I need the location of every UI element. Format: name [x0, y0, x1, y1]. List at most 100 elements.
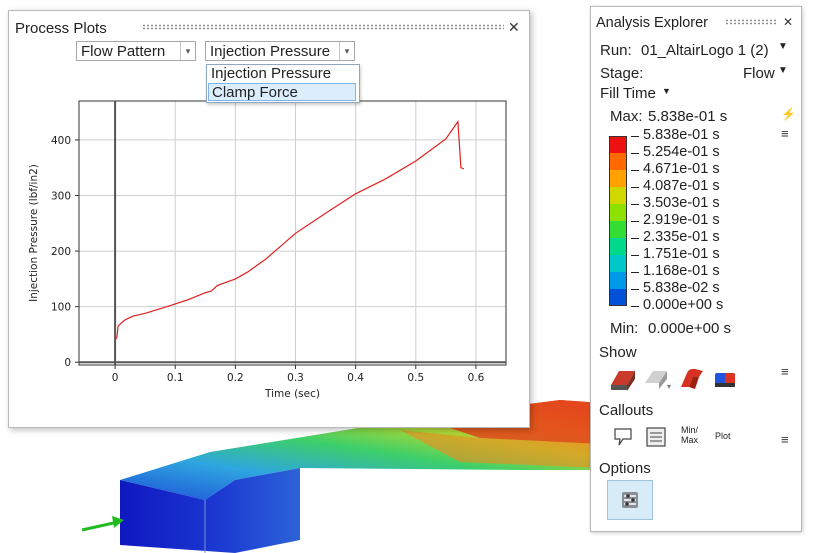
legend-color-swatch [609, 272, 627, 289]
callout-icons [614, 427, 666, 447]
show-mold-icon[interactable]: ▾ [645, 371, 671, 391]
close-icon[interactable]: ✕ [783, 15, 794, 29]
chevron-down-icon[interactable]: ▼ [778, 65, 788, 76]
dropdown-option-clamp-force[interactable]: Clamp Force [208, 83, 356, 101]
legend-color-swatch [609, 289, 627, 306]
plot-type-dropdown-list: Injection Pressure Clamp Force [206, 64, 360, 103]
legend-color-swatch [609, 170, 627, 187]
legend-label: 1.751e-01 s [643, 246, 720, 262]
legend-label: 4.671e-01 s [643, 161, 720, 177]
legend-tick [631, 153, 639, 154]
legend-label: 2.335e-01 s [643, 229, 720, 245]
show-fill-icon[interactable] [681, 368, 703, 389]
analysis-explorer-title: Analysis Explorer [596, 15, 709, 31]
drag-grip-icon[interactable] [725, 19, 777, 25]
legend-tick [631, 306, 639, 307]
legend-label: 0.000e+00 s [643, 297, 724, 313]
chevron-down-icon[interactable]: ▼ [778, 41, 788, 52]
x-tick-label: 0.3 [287, 372, 304, 384]
flow-pattern-select-value: Flow Pattern [81, 43, 166, 60]
legend-label: 5.838e-02 s [643, 280, 720, 296]
max-value: 5.838e-01 s [648, 108, 728, 125]
legend-tick [631, 187, 639, 188]
dropdown-option-injection-pressure[interactable]: Injection Pressure [211, 65, 332, 82]
callout-plot-button[interactable]: Plot [715, 431, 731, 441]
legend-label: 2.919e-01 s [643, 212, 720, 228]
show-icons-row: ▾ [611, 368, 735, 391]
callout-bubble-icon[interactable] [614, 428, 632, 446]
x-tick-label: 0.5 [407, 372, 424, 384]
plot-type-select[interactable]: Injection Pressure ▾ [205, 41, 355, 61]
y-tick-label: 400 [51, 135, 71, 147]
legend-tick [631, 136, 639, 137]
legend-color-swatch [609, 136, 627, 153]
legend-label: 3.503e-01 s [643, 195, 720, 211]
options-section-label: Options [599, 460, 651, 477]
legend-tick [631, 204, 639, 205]
legend-color-swatch [609, 204, 627, 221]
show-section-label: Show [599, 344, 637, 361]
stage-value[interactable]: Flow [743, 65, 775, 82]
x-tick-label: 0.2 [227, 372, 244, 384]
legend-color-swatch [609, 187, 627, 204]
plot-frame [78, 100, 507, 366]
y-tick-label: 100 [51, 302, 71, 314]
stage-label: Stage: [600, 65, 644, 82]
plot-type-select-value: Injection Pressure [210, 43, 331, 60]
y-tick-label: 200 [51, 246, 71, 258]
min-label: Min: [610, 320, 639, 337]
legend-tick [631, 289, 639, 290]
flow-pattern-select[interactable]: Flow Pattern ▾ [76, 41, 196, 61]
chevron-down-icon[interactable]: ▾ [180, 42, 195, 60]
inlet-arrowhead-icon [112, 516, 124, 528]
legend-tick [631, 221, 639, 222]
part-orange-band [400, 430, 620, 468]
legend-label: 5.838e-01 s [643, 127, 720, 143]
drag-grip-icon[interactable] [142, 24, 504, 30]
x-tick-label: 0.4 [347, 372, 364, 384]
process-plots-panel: Process Plots ✕ Flow Pattern ▾ Injection… [8, 10, 530, 428]
legend-tick [631, 272, 639, 273]
result-type-selector[interactable]: Fill Time [600, 85, 656, 102]
x-tick-label: 0.1 [167, 372, 184, 384]
callout-min-max-button[interactable]: Min/ Max [681, 425, 699, 445]
legend-tick [631, 170, 639, 171]
run-label: Run: [600, 42, 632, 59]
legend-color-swatch [609, 238, 627, 255]
options-settings-icon [622, 492, 638, 508]
show-part-icon[interactable] [611, 371, 635, 391]
legend-color-swatch [609, 153, 627, 170]
show-menu-icon[interactable]: ≡ [781, 364, 789, 379]
legend-menu-icon[interactable]: ≡ [781, 126, 789, 141]
y-axis-label: Injection Pressure (lbf/in2) [28, 164, 40, 302]
x-tick-label: 0 [112, 372, 119, 384]
chevron-down-icon[interactable]: ▼ [662, 86, 671, 96]
legend-color-swatch [609, 255, 627, 272]
injection-pressure-chart: 0 0.1 0.2 0.3 0.4 0.5 0.6 0 100 200 300 400 Time (s… [28, 100, 507, 400]
legend-tick [631, 255, 639, 256]
legend-tick [631, 238, 639, 239]
process-plots-title: Process Plots [15, 20, 107, 37]
legend-color-swatch [609, 221, 627, 238]
legend-bar-border [609, 136, 627, 306]
options-button[interactable] [607, 480, 653, 520]
x-axis-label: Time (sec) [264, 388, 320, 400]
lightning-icon[interactable]: ⚡ [781, 107, 796, 121]
x-tick-label: 0.6 [468, 372, 485, 384]
callouts-section-label: Callouts [599, 402, 654, 419]
analysis-explorer-panel: Analysis Explorer ✕ Run: 01_AltairLogo 1… [590, 6, 802, 532]
min-value: 0.000e+00 s [648, 320, 731, 337]
inlet-arrow-icon [81, 520, 119, 532]
legend-label: 1.168e-01 s [643, 263, 720, 279]
svg-text:▾: ▾ [667, 382, 671, 391]
chevron-down-icon[interactable]: ▾ [339, 42, 354, 60]
show-temperature-icon[interactable] [715, 373, 735, 387]
callouts-menu-icon[interactable]: ≡ [781, 432, 789, 447]
max-label: Max: [610, 108, 643, 125]
close-icon[interactable]: ✕ [508, 19, 520, 35]
callout-note-icon[interactable] [646, 427, 666, 447]
y-tick-label: 0 [64, 357, 71, 369]
pressure-series-line [114, 119, 465, 341]
run-value[interactable]: 01_AltairLogo 1 (2) [641, 42, 769, 59]
y-tick-label: 300 [51, 190, 71, 202]
